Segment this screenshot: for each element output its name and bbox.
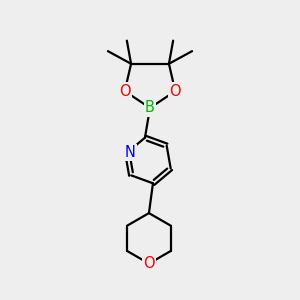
Text: O: O xyxy=(143,256,155,271)
Text: N: N xyxy=(125,145,136,160)
Text: O: O xyxy=(119,84,130,99)
Text: B: B xyxy=(145,100,155,116)
Text: O: O xyxy=(169,84,181,99)
